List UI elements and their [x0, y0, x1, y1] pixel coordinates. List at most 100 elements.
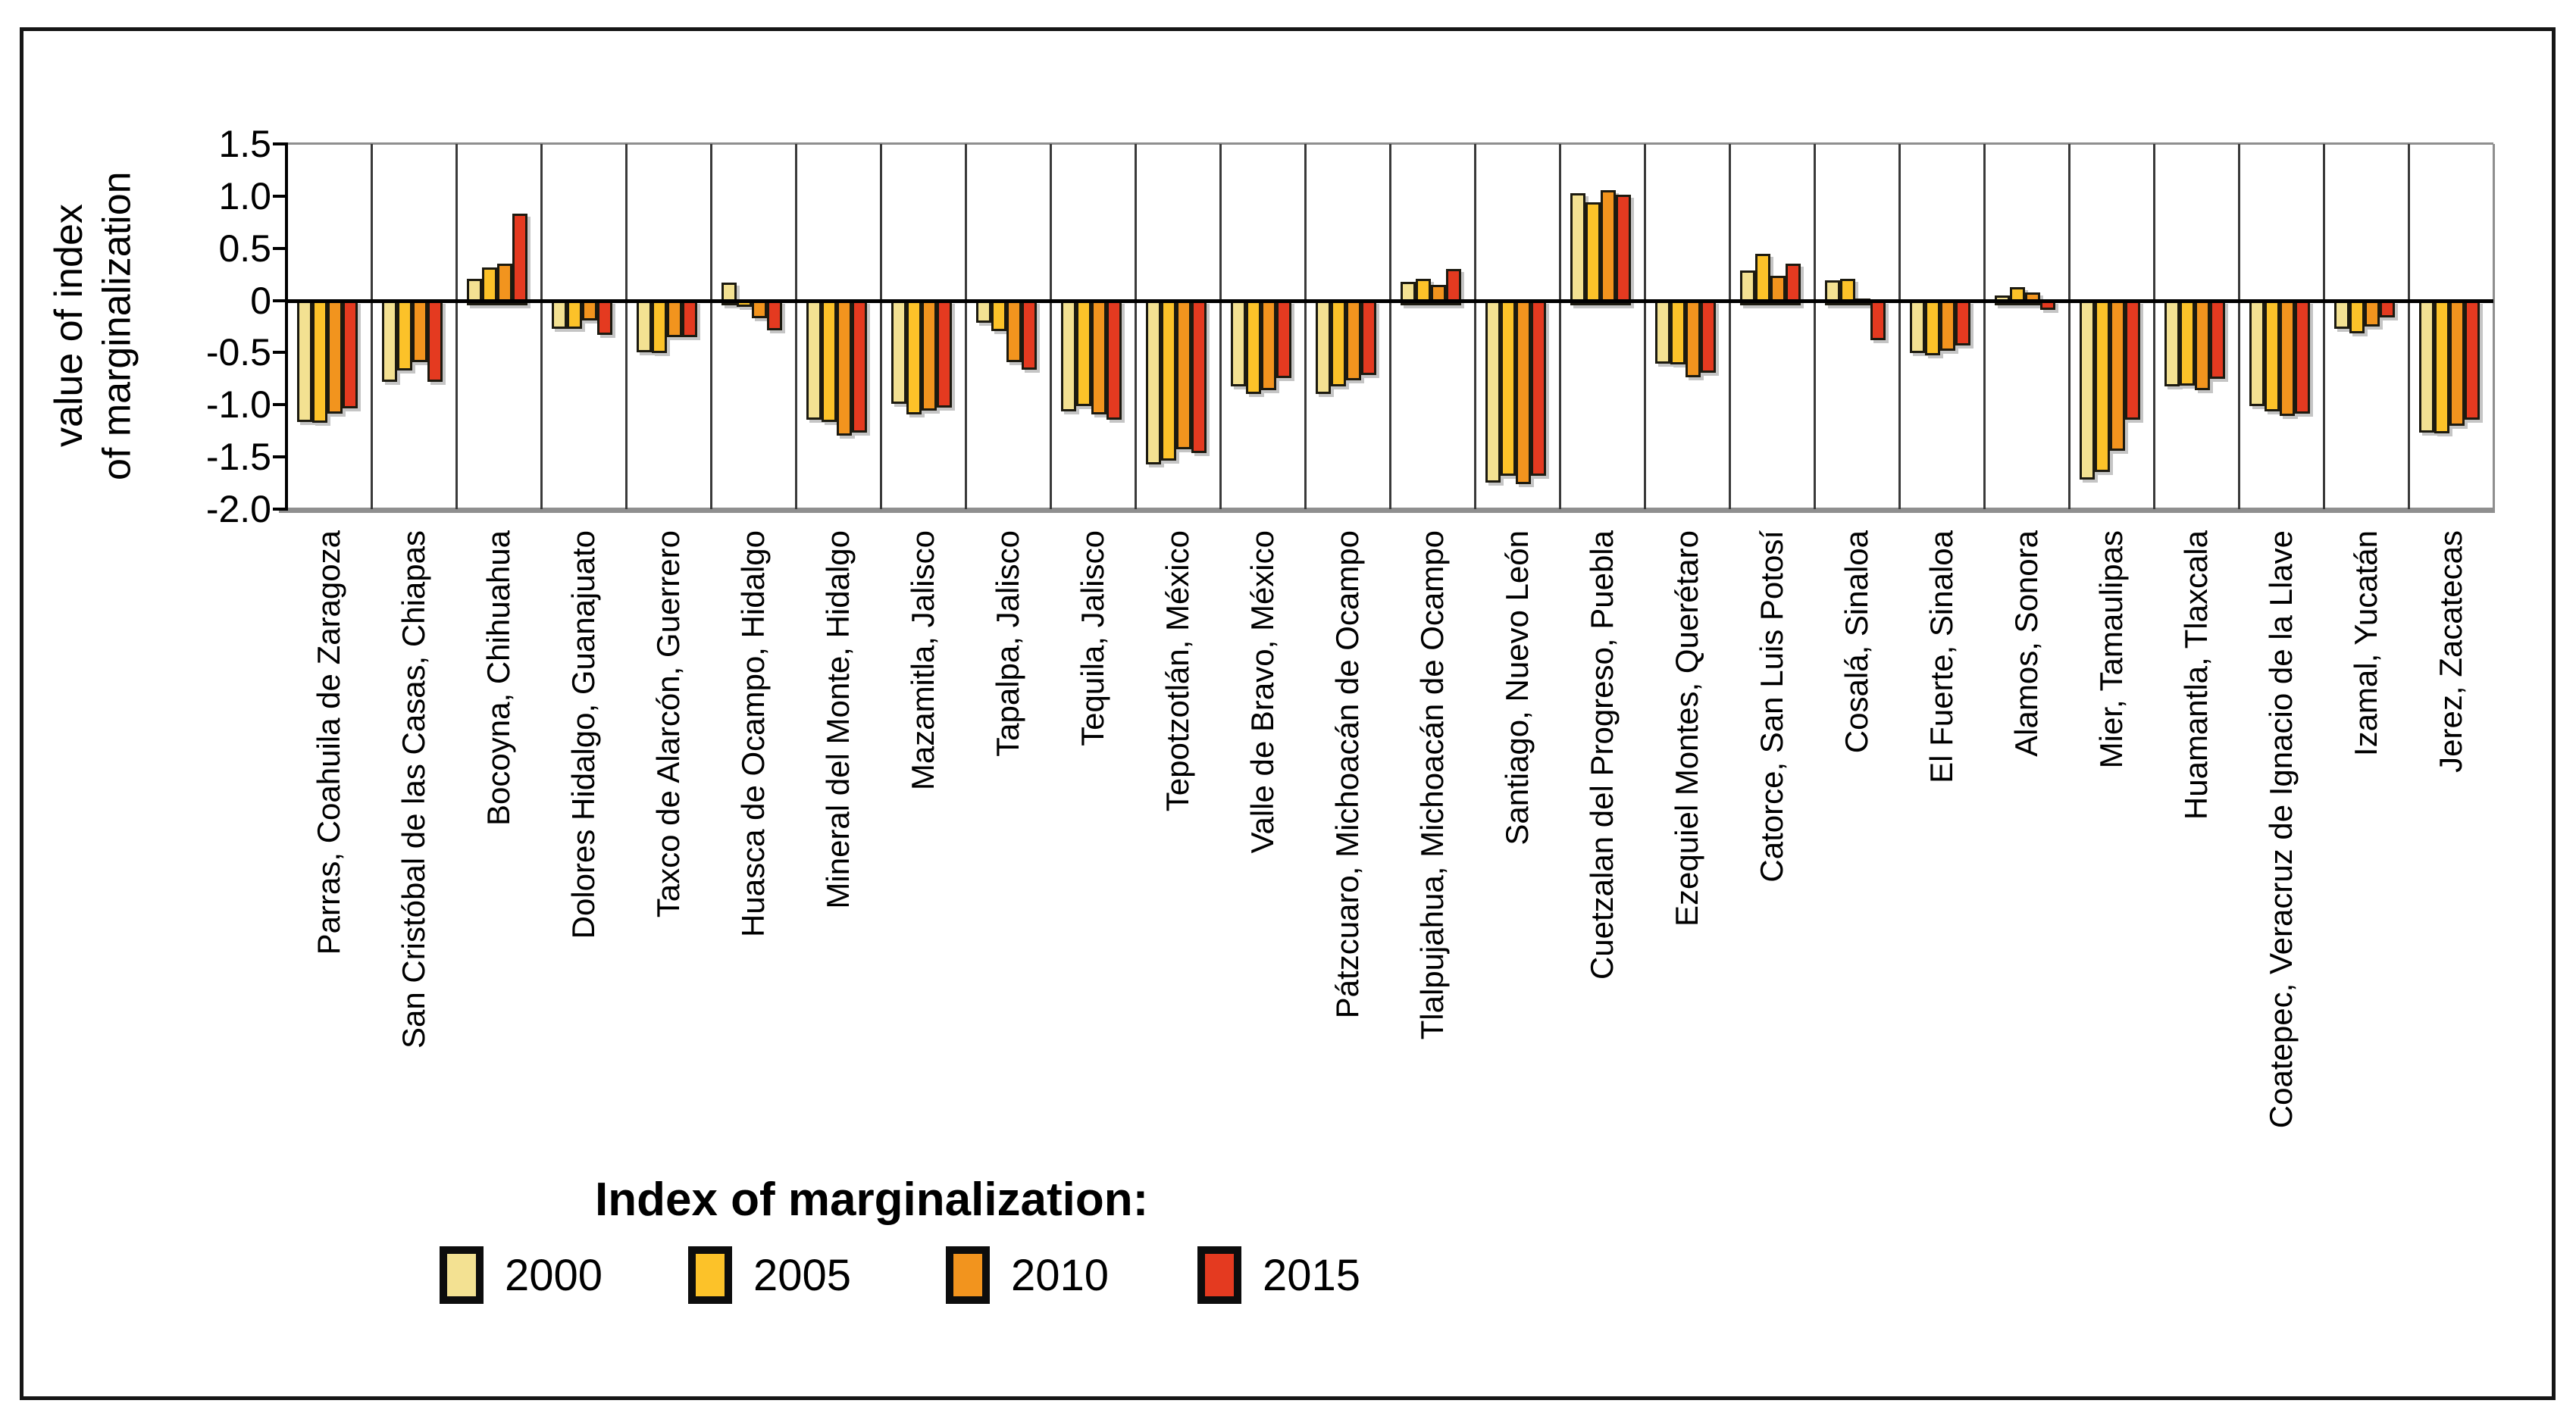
- legend-item-2000: 2000: [440, 1246, 603, 1304]
- y-tick-label: 0.5: [218, 227, 271, 270]
- group-separator: [795, 144, 797, 509]
- group-separator: [2153, 144, 2155, 509]
- bar-2000: [1231, 300, 1246, 386]
- y-tick-mark: [273, 194, 286, 198]
- bar-2010: [2110, 300, 2125, 452]
- bar-2010: [2195, 300, 2210, 391]
- bar-2000: [637, 300, 652, 352]
- bar-2005: [312, 300, 327, 424]
- bar-2005: [1246, 300, 1261, 394]
- bar-2015: [2380, 300, 2395, 318]
- y-tick-mark: [273, 403, 286, 407]
- bar-2005: [2434, 300, 2449, 433]
- category-label: Mier, Tamaulipas: [2093, 530, 2129, 769]
- legend-label-2010: 2010: [1011, 1250, 1110, 1300]
- category-label: Cuetzalan del Progreso, Puebla: [1584, 530, 1620, 980]
- group-separator: [2323, 144, 2325, 509]
- legend-item-2015: 2015: [1197, 1246, 1360, 1304]
- y-tick-mark: [273, 508, 286, 511]
- y-tick-label: -1.0: [205, 383, 271, 427]
- bar-2000: [2080, 300, 2095, 480]
- legend-swatch-2015: [1197, 1246, 1241, 1304]
- bar-2005: [1331, 300, 1346, 386]
- bar-2005: [1501, 300, 1516, 477]
- category-label: Bocoyna, Chihuahua: [480, 530, 516, 826]
- y-tick-label: 1.0: [218, 174, 271, 217]
- legend-title: Index of marginalization:: [595, 1174, 1149, 1226]
- figure-border: [20, 27, 2556, 1400]
- bar-2015: [343, 300, 358, 408]
- y-tick-mark: [273, 455, 286, 459]
- bar-2000: [1825, 280, 1840, 305]
- bar-2010: [1346, 300, 1361, 380]
- bar-2010: [1176, 300, 1191, 449]
- group-separator: [965, 144, 967, 509]
- bar-2005: [2265, 300, 2280, 412]
- bar-2005: [1416, 278, 1431, 305]
- bar-2005: [1925, 300, 1940, 355]
- bar-2000: [2249, 300, 2265, 407]
- bar-2015: [1191, 300, 1207, 454]
- group-separator: [1219, 144, 1222, 509]
- bar-2010: [1601, 189, 1616, 305]
- bar-2015: [597, 300, 612, 336]
- category-label: Santiago, Nuevo León: [1499, 530, 1535, 846]
- category-label: Alamos, Sonora: [2008, 530, 2044, 757]
- group-separator: [1135, 144, 1137, 509]
- y-tick-label: -2.0: [205, 488, 271, 530]
- plot-frame-top: [286, 142, 2493, 145]
- bar-2015: [427, 300, 443, 383]
- bar-2000: [552, 300, 567, 330]
- category-label: Valle de Bravo, México: [1244, 530, 1280, 854]
- legend-label-2015: 2015: [1263, 1250, 1361, 1300]
- bar-2000: [2164, 300, 2180, 386]
- group-separator: [371, 144, 373, 509]
- group-separator: [1644, 144, 1646, 509]
- category-label: Dolores Hidalgo, Guanajuato: [565, 530, 601, 939]
- y-tick-mark: [273, 299, 286, 302]
- bar-2005: [1840, 278, 1855, 305]
- bar-2005: [822, 300, 837, 422]
- legend-item-2010: 2010: [946, 1246, 1109, 1304]
- bar-2010: [2449, 300, 2465, 427]
- bar-2015: [682, 300, 697, 338]
- bar-2005: [1161, 300, 1176, 461]
- category-label: Huasca de Ocampo, Hidalgo: [735, 530, 771, 937]
- bar-2010: [582, 300, 597, 321]
- group-separator: [2408, 144, 2410, 509]
- bar-2015: [937, 300, 952, 408]
- bar-2010: [752, 300, 767, 319]
- y-tick-label: 1.5: [218, 123, 271, 165]
- bar-2000: [1910, 300, 1925, 353]
- bar-2015: [2465, 300, 2480, 420]
- y-axis-line: [285, 142, 288, 511]
- bar-2010: [1006, 300, 1022, 363]
- bar-2010: [1686, 300, 1701, 377]
- bar-2015: [2125, 300, 2140, 420]
- bar-2015: [1616, 195, 1631, 305]
- category-label: Coatepec, Veracruz de Ignacio de la Llav…: [2263, 530, 2299, 1129]
- bar-2010: [2280, 300, 2295, 416]
- y-tick-label: -1.5: [205, 436, 271, 479]
- category-label: Jerez, Zacatecas: [2433, 530, 2468, 773]
- bar-2010: [2365, 300, 2380, 327]
- bar-2005: [2349, 300, 2365, 333]
- group-separator: [625, 144, 628, 509]
- y-tick-label: -0.5: [205, 331, 271, 374]
- bar-2015: [1276, 300, 1291, 378]
- category-label: El Fuerte, Sinaloa: [1923, 530, 1959, 783]
- bar-2015: [1870, 300, 1886, 341]
- bar-2000: [382, 300, 397, 383]
- bar-2010: [1770, 275, 1786, 305]
- category-label: Huamantla, Tlaxcala: [2178, 530, 2214, 821]
- bar-2005: [2095, 300, 2110, 472]
- bar-2015: [852, 300, 867, 433]
- bar-2010: [327, 300, 343, 414]
- legend-swatch-2005: [688, 1246, 732, 1304]
- bar-2010: [1261, 300, 1276, 391]
- bar-2015: [1955, 300, 1970, 346]
- bar-2005: [567, 300, 582, 330]
- legend-swatch-2010: [946, 1246, 990, 1304]
- bar-2000: [891, 300, 906, 405]
